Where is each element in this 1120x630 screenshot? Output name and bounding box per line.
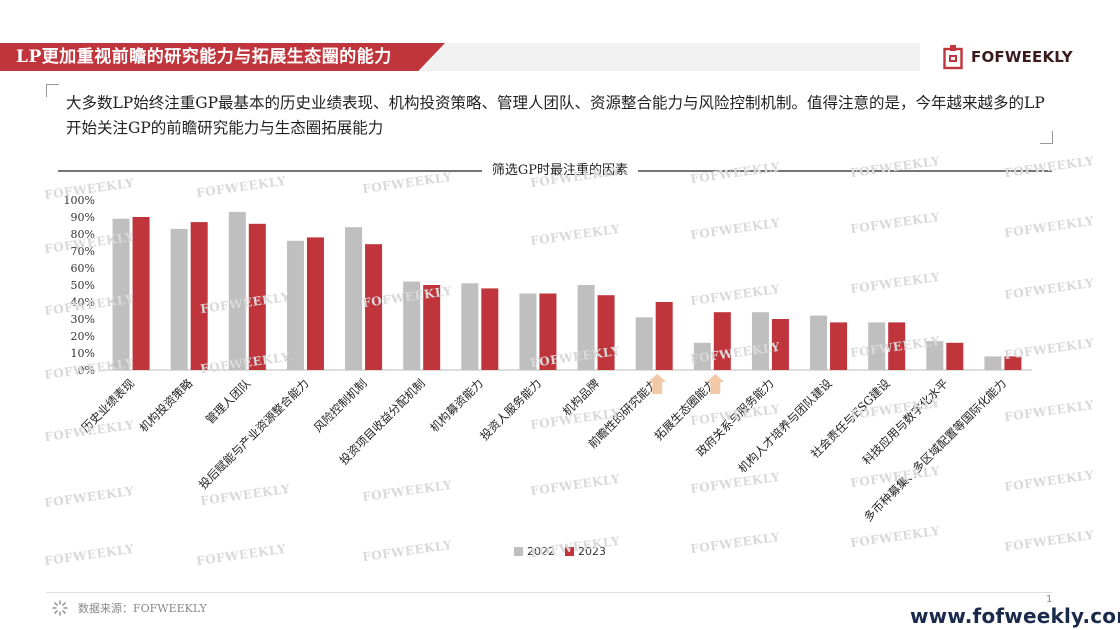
bar-2023 <box>539 293 557 370</box>
y-tick-label: 30% <box>71 313 95 326</box>
bar-2023 <box>306 237 324 370</box>
x-category-label: 机构品牌 <box>560 376 602 418</box>
y-tick-label: 70% <box>71 245 95 258</box>
bar-2022 <box>403 281 421 370</box>
bar-2023 <box>830 322 848 370</box>
legend-label-2023: 2023 <box>578 545 606 558</box>
bar-2023 <box>946 342 964 370</box>
description-text: 大多数LP始终注重GP最基本的历史业绩表现、机构投资策略、管理人团队、资源整合能… <box>66 94 1045 137</box>
bar-2023 <box>190 222 208 370</box>
page-title: LP更加重视前瞻的研究能力与拓展生态圈的能力 <box>16 47 392 67</box>
x-category-label: 风险控制机制 <box>311 376 370 435</box>
legend-item-2022: 2022 <box>514 545 555 558</box>
highlight-up-arrow-icon <box>706 374 725 394</box>
bar-2023 <box>481 288 499 370</box>
bar-2022 <box>751 312 769 370</box>
bar-2022 <box>286 240 304 370</box>
bar-2022 <box>693 342 711 370</box>
bar-2022 <box>868 322 886 370</box>
bar-2022 <box>926 341 944 370</box>
y-tick-label: 90% <box>71 211 95 224</box>
bar-2023 <box>655 302 673 370</box>
source-text: 数据来源：FOFWEEKLY <box>78 602 207 615</box>
bar-2023 <box>597 295 615 370</box>
x-category-label: 历史业绩表现 <box>78 376 137 435</box>
legend-item-2023: 2023 <box>565 545 606 558</box>
page-number: 1 <box>1046 594 1053 605</box>
bar-2023 <box>423 285 441 370</box>
corner-bracket-top-left <box>46 84 59 97</box>
website-url[interactable]: www.fofweekly.com <box>910 604 1120 628</box>
corner-bracket-bottom-right <box>1040 131 1053 144</box>
y-tick-label: 50% <box>71 279 95 292</box>
chart-title: 筛选GP时最注重的因素 <box>0 162 1120 180</box>
footer-divider <box>46 592 1052 593</box>
bar-2023 <box>888 322 906 370</box>
x-category-label: 管理人团队 <box>203 376 254 427</box>
bar-2023 <box>771 319 789 370</box>
legend-swatch-2023 <box>565 547 574 556</box>
bar-2023 <box>132 217 150 370</box>
bar-2023 <box>365 244 383 370</box>
brand-logo: FOFWEEKLY <box>943 43 1073 71</box>
x-category-label: 机构人才培养与团队建设 <box>735 376 835 476</box>
loading-spinner-icon <box>52 600 68 616</box>
bar-2022 <box>228 211 246 370</box>
bar-2022 <box>112 218 130 370</box>
bar-2022 <box>810 315 828 370</box>
y-tick-label: 60% <box>71 262 95 275</box>
x-category-label: 机构募资能力 <box>427 376 486 435</box>
chart-legend: 2022 2023 <box>0 545 1120 558</box>
logo-text: FOFWEEKLY <box>971 48 1073 66</box>
y-tick-label: 40% <box>71 296 95 309</box>
legend-swatch-2022 <box>514 547 523 556</box>
fofweekly-logo-icon <box>943 45 963 70</box>
x-category-label: 投资人服务能力 <box>477 376 544 443</box>
chart-title-text: 筛选GP时最注重的因素 <box>481 163 639 178</box>
y-tick-label: 10% <box>71 347 95 360</box>
title-ribbon <box>0 43 445 71</box>
bar-2023 <box>248 223 266 370</box>
x-category-label: 投后赋能与产业资源整合能力 <box>196 376 312 492</box>
bar-2022 <box>519 293 537 370</box>
highlight-up-arrow-icon <box>648 374 667 394</box>
bar-2022 <box>984 356 1002 370</box>
bar-2022 <box>635 317 653 370</box>
y-tick-label: 80% <box>71 228 95 241</box>
bar-2022 <box>345 227 363 370</box>
y-tick-label: 0% <box>78 364 95 377</box>
y-tick-label: 20% <box>71 330 95 343</box>
bar-2022 <box>577 285 595 370</box>
bar-2023 <box>1004 356 1022 370</box>
legend-label-2022: 2022 <box>527 545 555 558</box>
bar-2023 <box>713 312 731 370</box>
source-note: 数据来源：FOFWEEKLY <box>52 600 207 616</box>
y-tick-label: 100% <box>64 194 95 207</box>
bar-2022 <box>461 283 479 370</box>
x-category-label: 机构投资策略 <box>137 376 196 435</box>
bar-2022 <box>170 228 188 370</box>
